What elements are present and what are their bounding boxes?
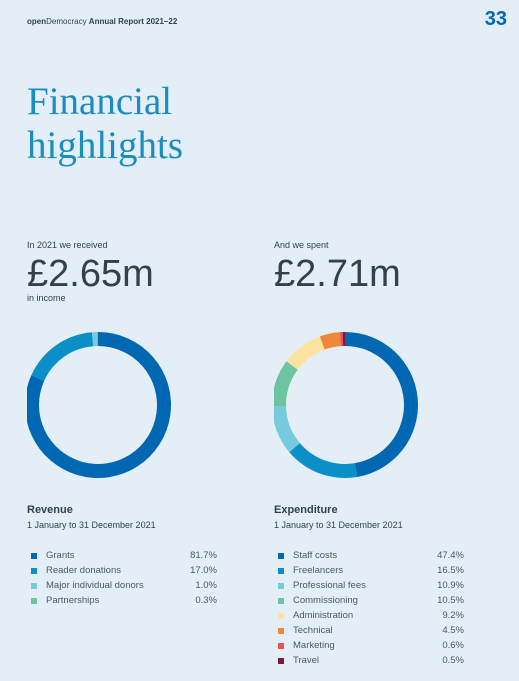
chart: In 2021 we received £2.65m in income Revenu… [27,0,227,681]
legend-value: 4.5% [442,625,464,636]
legend-swatch [31,598,37,604]
legend-swatch [31,553,37,559]
donut-segment [319,332,341,350]
amount: £2.65m [27,253,154,295]
legend-value: 16.5% [437,565,464,576]
donut-segment [92,332,97,347]
legend-swatch [31,583,37,589]
report-name: Annual Report 2021–22 [88,17,178,26]
legend-value: 0.6% [442,640,464,651]
donut [274,332,418,478]
legend-swatch [278,583,284,589]
legend-label: Freelancers [293,565,344,576]
legend-swatch [278,658,284,664]
legend-label: Reader donations [46,565,121,576]
legend-value: 47.4% [437,550,464,561]
legend-label: Administration [293,610,354,621]
legend-value: 10.5% [437,595,464,606]
legend-swatch [278,643,284,649]
legend-value: 17.0% [190,565,217,576]
intro: In 2021 we received [27,240,108,250]
donut [27,332,171,478]
legend-swatch [278,628,284,634]
page-title: Financial highlights [27,80,184,167]
legend-swatch [278,553,284,559]
intro: And we spent [274,240,329,250]
donut-segment [342,332,345,347]
legend-value: 1.0% [195,580,217,591]
legend-swatch [278,598,284,604]
legend-value: 9.2% [442,610,464,621]
legend-swatch [278,613,284,619]
amount: £2.71m [274,253,401,295]
donut-segment [96,332,98,347]
legend-label: Technical [293,625,333,636]
donut-segment [289,443,358,478]
legend-label: Commissioning [293,595,358,606]
legend-value: 81.7% [190,550,217,561]
brand-bold: open [27,17,47,26]
chart-subtitle: 1 January to 31 December 2021 [27,520,156,530]
donut-segment [31,332,94,381]
legend-value: 0.3% [195,595,217,606]
donut-segment [339,332,344,347]
chart-title: Revenue [27,504,73,516]
legend-label: Professional fees [293,580,366,591]
donut-segment [274,406,300,453]
legend-swatch [31,568,37,574]
donut-segment [345,332,418,477]
donut-segment [286,336,325,370]
legend-label: Staff costs [293,550,338,561]
brand: Democracy [46,17,87,26]
legend-label: Travel [293,655,320,666]
legend-value: 10.9% [437,580,464,591]
donut-segment [274,361,298,407]
legend-label: Partnerships [46,595,100,606]
header: openDemocracy Annual Report 2021–22 [27,17,177,26]
note: in income [27,293,66,303]
legend-label: Marketing [293,640,335,651]
legend-swatch [278,568,284,574]
chart-title: Expenditure [274,504,338,516]
chart-subtitle: 1 January to 31 December 2021 [274,520,403,530]
legend-label: Grants [46,550,75,561]
chart: And we spent £2.71m Expenditure 1 January t… [274,0,474,681]
legend-value: 0.5% [442,655,464,666]
legend-label: Major individual donors [46,580,144,591]
page-number: 33 [484,8,507,30]
